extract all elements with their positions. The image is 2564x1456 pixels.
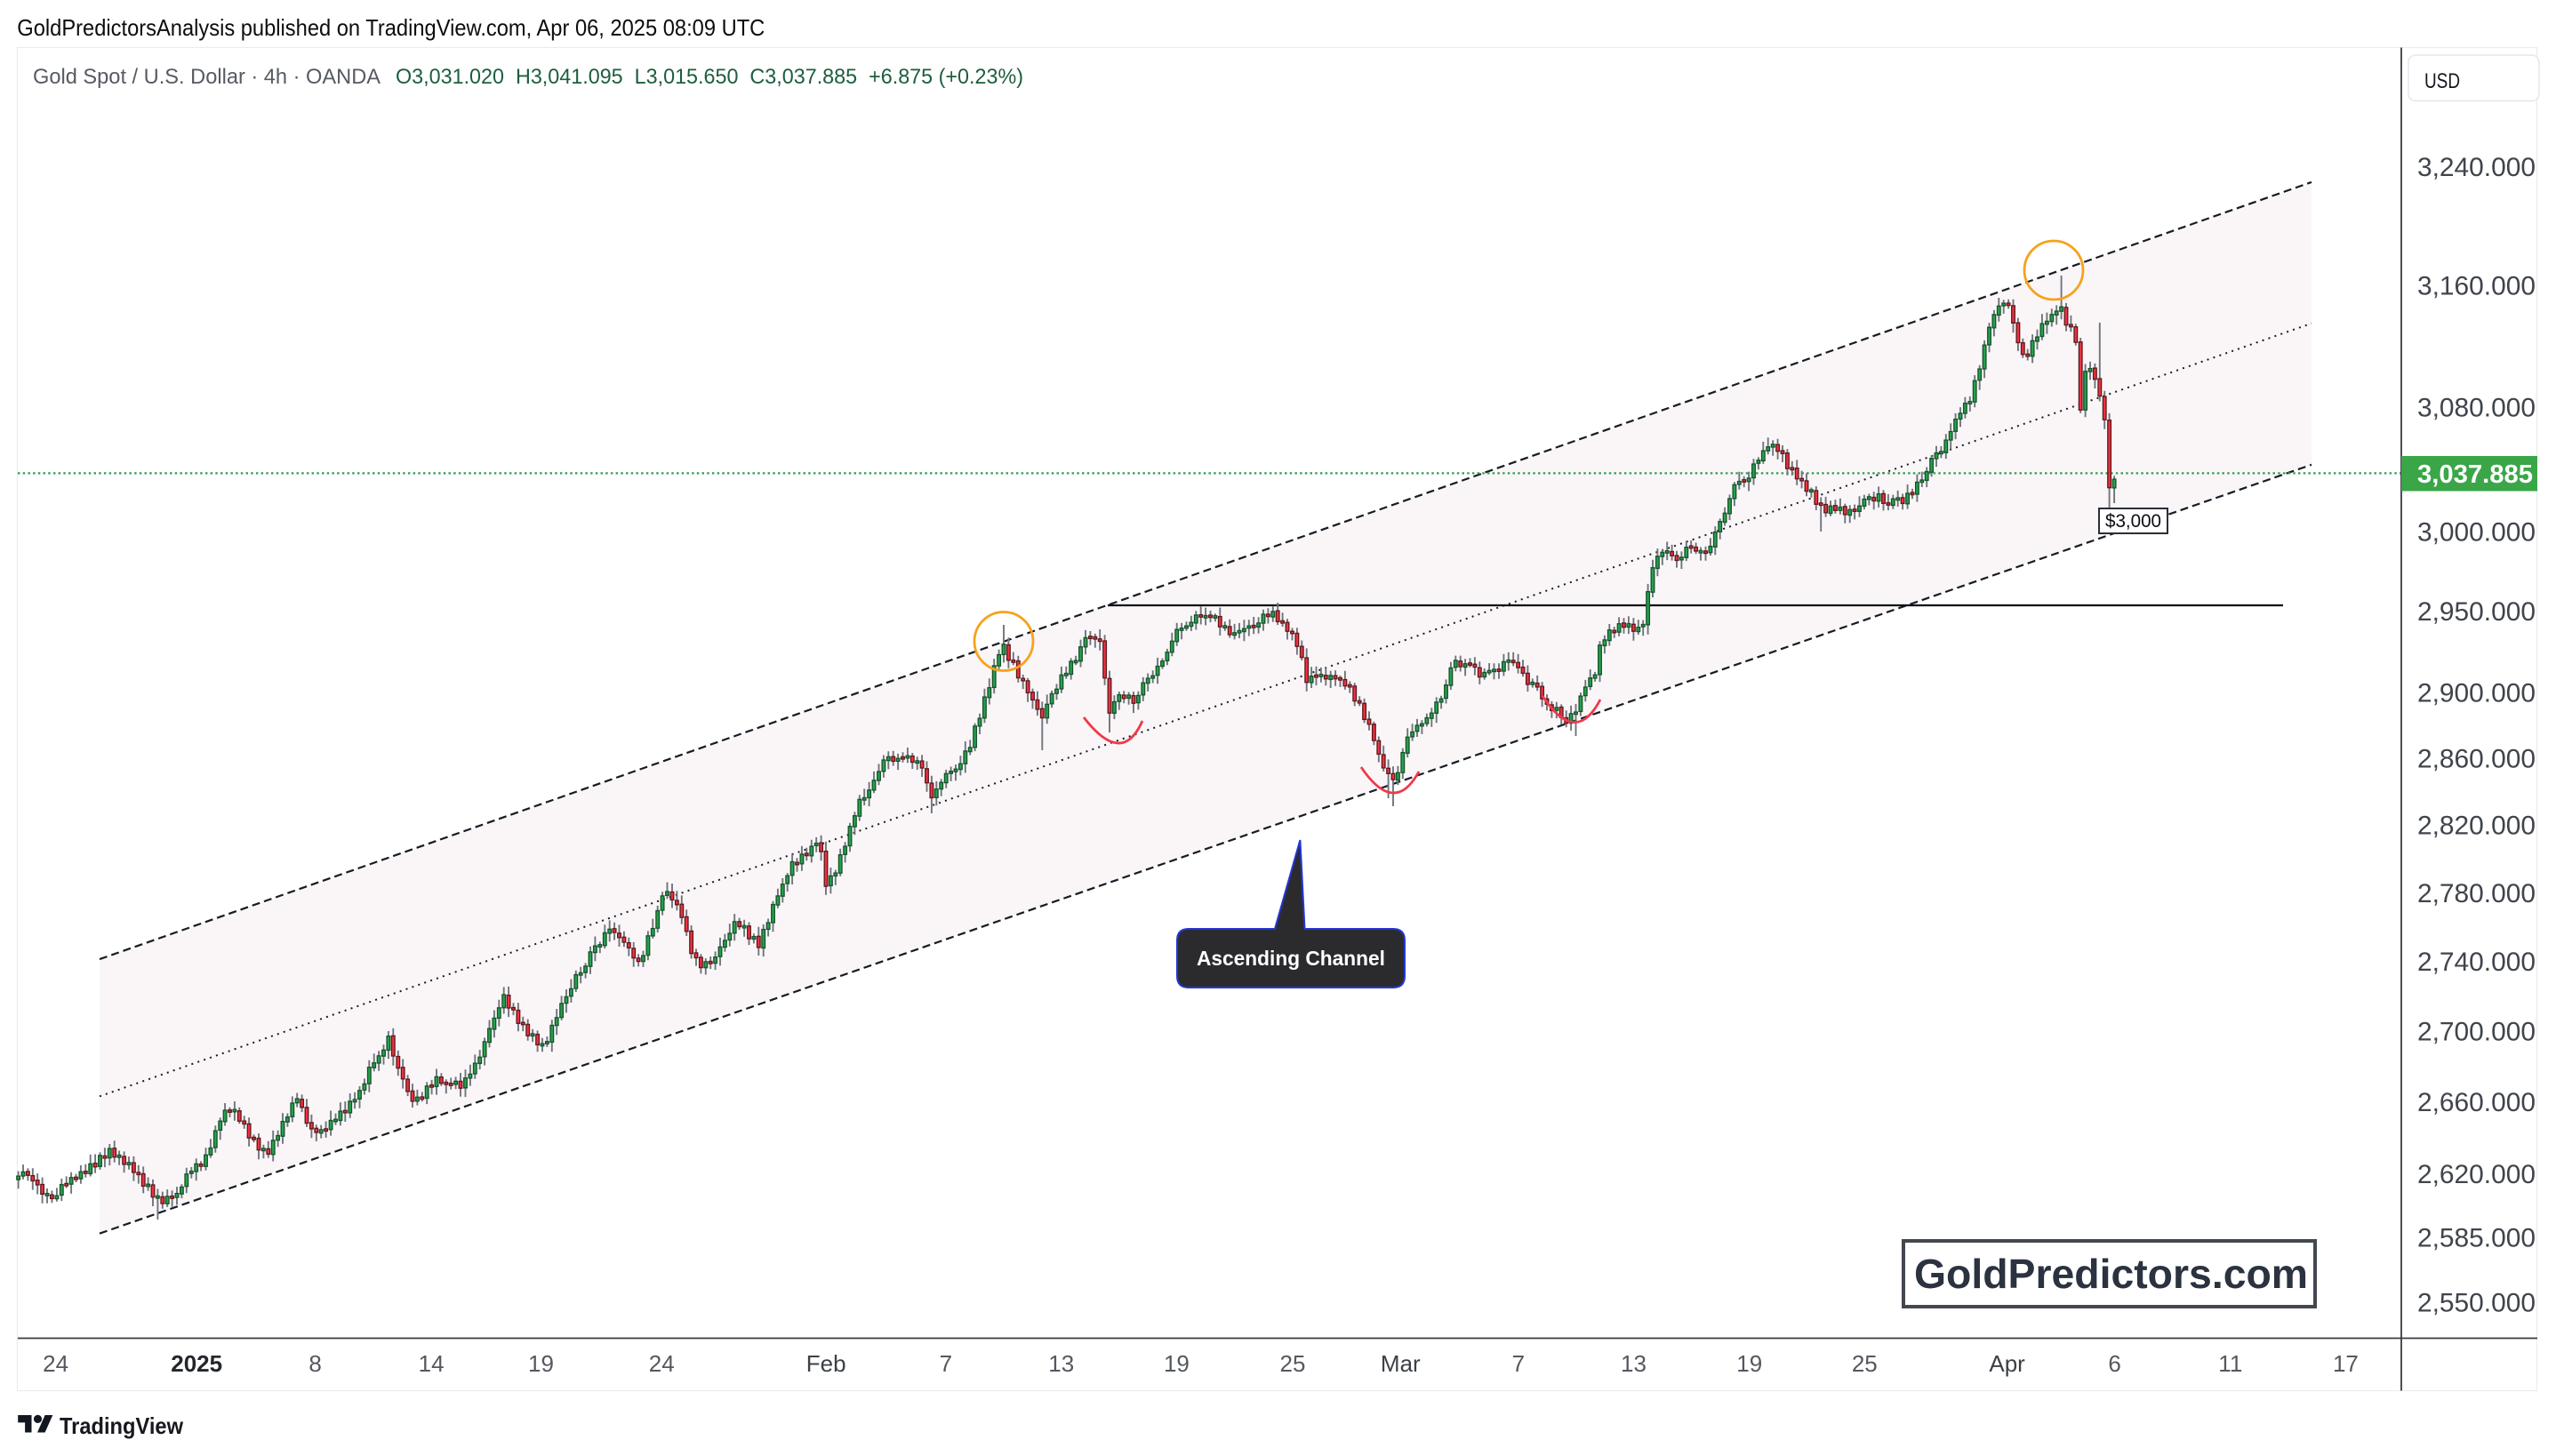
svg-text:3,000.000: 3,000.000: [2417, 518, 2536, 548]
svg-text:25: 25: [1852, 1350, 1878, 1377]
svg-text:19: 19: [528, 1350, 554, 1377]
svg-text:2,585.000: 2,585.000: [2417, 1224, 2536, 1253]
svg-text:24: 24: [43, 1350, 68, 1377]
svg-text:2,950.000: 2,950.000: [2417, 597, 2536, 627]
svg-text:Mar: Mar: [1381, 1350, 1421, 1377]
svg-text:24: 24: [649, 1350, 675, 1377]
svg-text:USD: USD: [2424, 69, 2460, 93]
svg-text:Ascending Channel: Ascending Channel: [1197, 947, 1385, 970]
svg-text:Apr: Apr: [1989, 1350, 2025, 1377]
svg-text:2,660.000: 2,660.000: [2417, 1088, 2536, 1117]
svg-text:2,700.000: 2,700.000: [2417, 1018, 2536, 1047]
svg-text:13: 13: [1048, 1350, 1074, 1377]
svg-text:3,160.000: 3,160.000: [2417, 272, 2536, 301]
svg-text:2,740.000: 2,740.000: [2417, 948, 2536, 977]
svg-text:3,037.885: 3,037.885: [2417, 460, 2533, 489]
svg-text:19: 19: [1736, 1350, 1762, 1377]
svg-text:7: 7: [1512, 1350, 1525, 1377]
svg-text:$3,000: $3,000: [2105, 511, 2161, 532]
svg-text:8: 8: [308, 1350, 321, 1377]
svg-text:7: 7: [940, 1350, 952, 1377]
svg-text:2,860.000: 2,860.000: [2417, 745, 2536, 774]
svg-text:17: 17: [2333, 1350, 2359, 1377]
svg-text:3,240.000: 3,240.000: [2417, 153, 2536, 182]
svg-text:2,620.000: 2,620.000: [2417, 1160, 2536, 1189]
svg-text:TradingView: TradingView: [60, 1412, 184, 1439]
svg-text:25: 25: [1280, 1350, 1306, 1377]
svg-text:2,780.000: 2,780.000: [2417, 879, 2536, 908]
svg-text:19: 19: [1164, 1350, 1190, 1377]
svg-text:2,900.000: 2,900.000: [2417, 678, 2536, 708]
svg-text:11: 11: [2218, 1350, 2242, 1377]
svg-text:6: 6: [2108, 1350, 2120, 1377]
svg-text:2,820.000: 2,820.000: [2417, 812, 2536, 841]
svg-text:2025: 2025: [171, 1350, 222, 1377]
svg-text:GoldPredictorsAnalysis publish: GoldPredictorsAnalysis published on Trad…: [17, 14, 765, 41]
svg-text:13: 13: [1621, 1350, 1647, 1377]
svg-text:2,550.000: 2,550.000: [2417, 1288, 2536, 1317]
svg-text:Feb: Feb: [806, 1350, 846, 1377]
svg-text:14: 14: [419, 1350, 445, 1377]
svg-text:3,080.000: 3,080.000: [2417, 393, 2536, 422]
svg-text:O3,031.020 H3,041.095 L3,015: O3,031.020 H3,041.095 L3,015.650 C3,037.…: [396, 65, 1023, 89]
svg-text:GoldPredictors.com: GoldPredictors.com: [1914, 1251, 2308, 1297]
svg-text:Gold Spot / U.S. Dollar · 4h ·: Gold Spot / U.S. Dollar · 4h · OANDA: [33, 65, 381, 89]
